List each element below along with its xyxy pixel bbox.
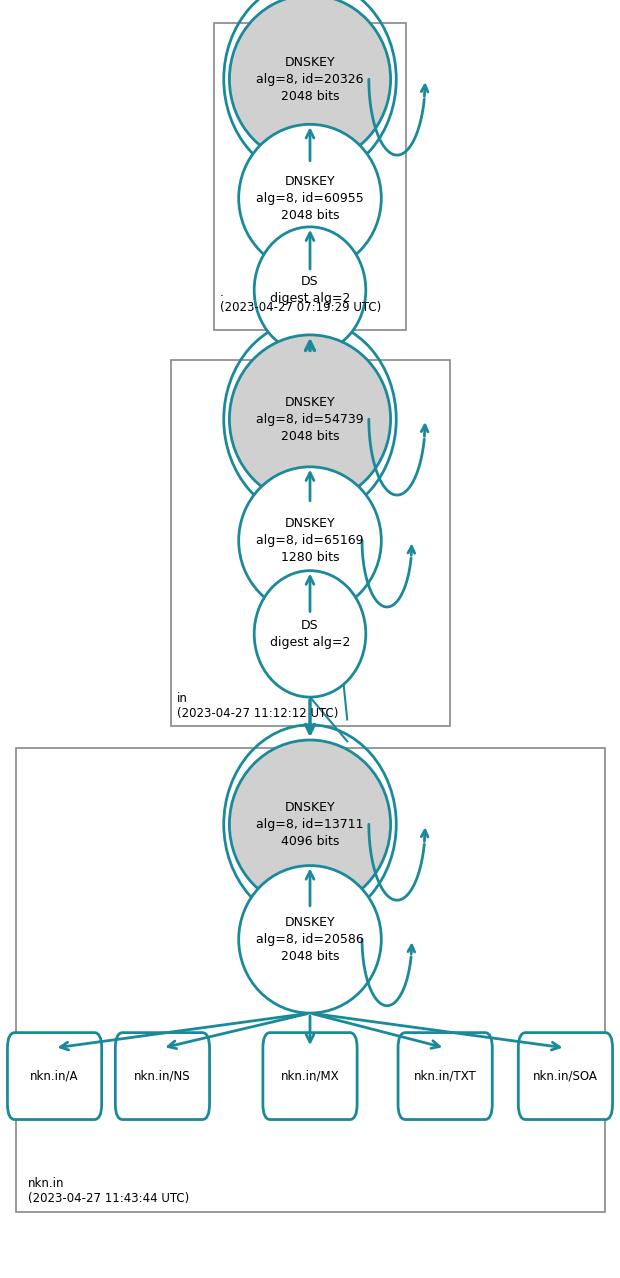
Ellipse shape — [239, 466, 381, 615]
Ellipse shape — [229, 335, 391, 504]
Text: DNSKEY
alg=8, id=20326
2048 bits: DNSKEY alg=8, id=20326 2048 bits — [256, 56, 364, 102]
Text: DNSKEY
alg=8, id=60955
2048 bits: DNSKEY alg=8, id=60955 2048 bits — [256, 175, 364, 221]
Text: nkn.in
(2023-04-27 11:43:44 UTC): nkn.in (2023-04-27 11:43:44 UTC) — [28, 1177, 189, 1205]
Text: nkn.in/NS: nkn.in/NS — [134, 1070, 191, 1082]
Ellipse shape — [254, 571, 366, 697]
FancyBboxPatch shape — [398, 1033, 492, 1120]
Text: nkn.in/A: nkn.in/A — [30, 1070, 79, 1082]
Ellipse shape — [239, 124, 381, 272]
Text: .
(2023-04-27 07:19:29 UTC): . (2023-04-27 07:19:29 UTC) — [220, 286, 381, 314]
Text: DNSKEY
alg=8, id=54739
2048 bits: DNSKEY alg=8, id=54739 2048 bits — [256, 396, 364, 442]
Text: nkn.in/MX: nkn.in/MX — [281, 1070, 339, 1082]
Text: DS
digest alg=2: DS digest alg=2 — [270, 275, 350, 305]
Ellipse shape — [239, 865, 381, 1013]
Text: nkn.in/SOA: nkn.in/SOA — [533, 1070, 598, 1082]
Text: in
(2023-04-27 11:12:12 UTC): in (2023-04-27 11:12:12 UTC) — [177, 691, 338, 720]
FancyBboxPatch shape — [7, 1033, 102, 1120]
FancyBboxPatch shape — [518, 1033, 613, 1120]
Text: DS
digest alg=2: DS digest alg=2 — [270, 619, 350, 649]
Text: nkn.in/TXT: nkn.in/TXT — [414, 1070, 477, 1082]
FancyBboxPatch shape — [115, 1033, 210, 1120]
Ellipse shape — [229, 740, 391, 909]
Text: DNSKEY
alg=8, id=65169
1280 bits: DNSKEY alg=8, id=65169 1280 bits — [256, 518, 364, 564]
Text: DNSKEY
alg=8, id=13711
4096 bits: DNSKEY alg=8, id=13711 4096 bits — [256, 801, 364, 847]
Text: DNSKEY
alg=8, id=20586
2048 bits: DNSKEY alg=8, id=20586 2048 bits — [256, 916, 364, 962]
Ellipse shape — [254, 227, 366, 353]
Ellipse shape — [229, 0, 391, 164]
FancyBboxPatch shape — [263, 1033, 357, 1120]
